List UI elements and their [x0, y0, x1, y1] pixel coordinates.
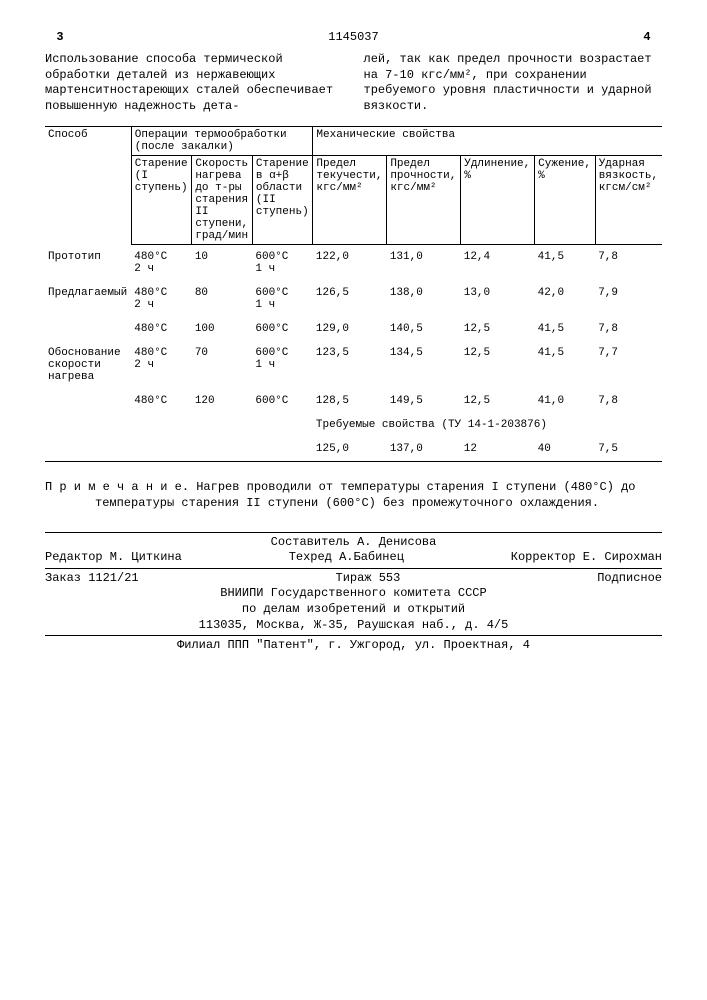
cell-f: 12,5 [461, 389, 535, 413]
head-c4: Предел текучести, кгс/мм² [313, 156, 387, 245]
cell-b: 10 [192, 245, 253, 282]
cell-f: 12,5 [461, 317, 535, 341]
req-label: Требуемые свойства (ТУ 14-1-203876) [313, 413, 662, 437]
cell-d: 123,5 [313, 341, 387, 389]
footer-corrector: Корректор Е. Сирохман [511, 550, 662, 566]
cell-f: 12,5 [461, 341, 535, 389]
cell-a: 480°С [131, 317, 192, 341]
page-right: 4 [632, 30, 662, 44]
cell-f: 12,4 [461, 245, 535, 282]
table-row: 480°С 120 600°С 128,5 149,5 12,5 41,0 7,… [45, 389, 662, 413]
note-block: П р и м е ч а н и е. Нагрев проводили от… [45, 480, 662, 511]
head-c8: Ударная вязкость, кгсм/см² [595, 156, 662, 245]
table-head-row-2: Старение (I ступень) Скорость нагрева до… [45, 156, 662, 245]
intro-col-2: лей, так как предел прочности возрастает… [364, 52, 663, 114]
cell-h: 7,7 [595, 341, 662, 389]
table-row: Прототип 480°С 2 ч 10 600°С 1 ч 122,0 13… [45, 245, 662, 282]
cell-method: Прототип [45, 245, 131, 282]
page-left: 3 [45, 30, 75, 44]
cell-a: 480°С [131, 389, 192, 413]
cell-c: 600°С 1 ч [252, 245, 313, 282]
cell-e: 149,5 [387, 389, 461, 413]
head-c6: Удлинение, % [461, 156, 535, 245]
cell-method [45, 317, 131, 341]
footer-vniipi2: по делам изобретений и открытий [45, 602, 662, 618]
req-e: 137,0 [387, 437, 461, 462]
intro-columns: Использование способа термической обрабо… [45, 52, 662, 114]
footer-order-row: Заказ 1121/21 Тираж 553 Подписное [45, 571, 662, 587]
cell-c: 600°С [252, 389, 313, 413]
cell-method: Предлагаемый [45, 281, 131, 317]
cell-e: 138,0 [387, 281, 461, 317]
head-c2: Скорость нагрева до т-ры старения II сту… [192, 156, 253, 245]
head-c3: Старение в α+β области (II ступень) [252, 156, 313, 245]
cell-g: 41,5 [535, 341, 596, 389]
cell-f: 13,0 [461, 281, 535, 317]
cell-c: 600°С 1 ч [252, 341, 313, 389]
cell-c: 600°С 1 ч [252, 281, 313, 317]
note-label: П р и м е ч а н и е. [45, 480, 189, 494]
head-ops-group: Операции термообработки (после закалки) [131, 127, 313, 156]
cell-a: 480°С 2 ч [131, 245, 192, 282]
footer-editor: Редактор М. Циткина [45, 550, 182, 566]
cell-c: 600°С [252, 317, 313, 341]
table-row: Предлагаемый 480°С 2 ч 80 600°С 1 ч 126,… [45, 281, 662, 317]
req-row: 125,0 137,0 12 40 7,5 [45, 437, 662, 462]
footer-vniipi3: 113035, Москва, Ж-35, Раушская наб., д. … [45, 618, 662, 634]
cell-a: 480°С 2 ч [131, 281, 192, 317]
cell-d: 128,5 [313, 389, 387, 413]
cell-e: 134,5 [387, 341, 461, 389]
cell-a: 480°С 2 ч [131, 341, 192, 389]
cell-d: 122,0 [313, 245, 387, 282]
cell-h: 7,8 [595, 245, 662, 282]
head-method: Способ [45, 127, 131, 245]
footer-tirazh: Тираж 553 [336, 571, 401, 587]
cell-h: 7,8 [595, 317, 662, 341]
footer-compiler: Составитель А. Денисова [45, 535, 662, 551]
head-c5: Предел прочности, кгс/мм² [387, 156, 461, 245]
cell-h: 7,8 [595, 389, 662, 413]
header-row: 3 1145037 4 [45, 30, 662, 44]
head-c1: Старение (I ступень) [131, 156, 192, 245]
req-h: 7,5 [595, 437, 662, 462]
cell-e: 140,5 [387, 317, 461, 341]
cell-e: 131,0 [387, 245, 461, 282]
cell-b: 100 [192, 317, 253, 341]
table-row: 480°С 100 600°С 129,0 140,5 12,5 41,5 7,… [45, 317, 662, 341]
footer-podpis: Подписное [597, 571, 662, 587]
cell-g: 41,5 [535, 317, 596, 341]
cell-h: 7,9 [595, 281, 662, 317]
head-c7: Сужение, % [535, 156, 596, 245]
footer-credits: Редактор М. Циткина Техред А.Бабинец Кор… [45, 550, 662, 566]
cell-method: Обоснование скорости нагрева [45, 341, 131, 389]
footer-order: Заказ 1121/21 [45, 571, 139, 587]
cell-g: 41,5 [535, 245, 596, 282]
main-table: Способ Операции термообработки (после за… [45, 126, 662, 462]
req-g: 40 [535, 437, 596, 462]
req-d: 125,0 [313, 437, 387, 462]
table-head-row-1: Способ Операции термообработки (после за… [45, 127, 662, 156]
footer-block: Составитель А. Денисова Редактор М. Цитк… [45, 532, 662, 654]
cell-g: 42,0 [535, 281, 596, 317]
footer-filial: Филиал ППП "Патент", г. Ужгород, ул. Про… [45, 638, 662, 654]
table-row: Обоснование скорости нагрева 480°С 2 ч 7… [45, 341, 662, 389]
req-label-row: Требуемые свойства (ТУ 14-1-203876) [45, 413, 662, 437]
intro-col-1: Использование способа термической обрабо… [45, 52, 344, 114]
footer-vniipi1: ВНИИПИ Государственного комитета СССР [45, 586, 662, 602]
footer-tech: Техред А.Бабинец [289, 550, 404, 566]
cell-d: 126,5 [313, 281, 387, 317]
cell-g: 41,0 [535, 389, 596, 413]
cell-b: 70 [192, 341, 253, 389]
cell-method [45, 389, 131, 413]
head-mech-group: Механические свойства [313, 127, 662, 156]
cell-b: 80 [192, 281, 253, 317]
req-f: 12 [461, 437, 535, 462]
cell-b: 120 [192, 389, 253, 413]
doc-number: 1145037 [75, 30, 632, 44]
cell-d: 129,0 [313, 317, 387, 341]
